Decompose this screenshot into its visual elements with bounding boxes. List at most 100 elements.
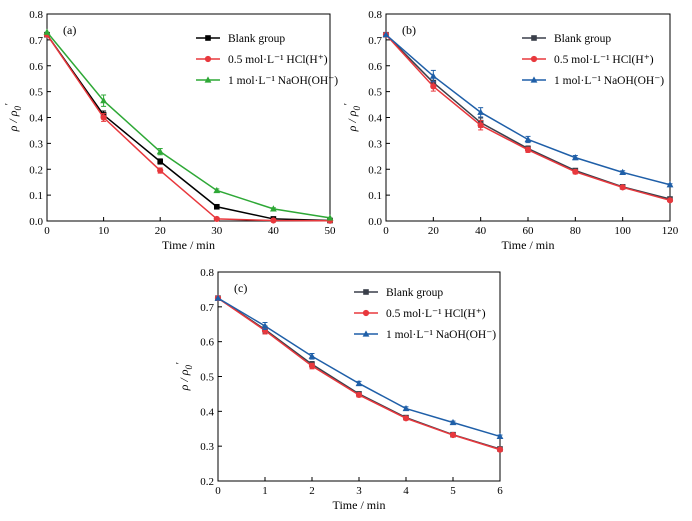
chart-panel-1: 0 10 20 30 40 50 0.0 0.1 0.2 0.3 0.4 0.5 0.6 0.7 0.8 Ti… [3,9,338,252]
legend-entry: 0.5 mol·L⁻¹ HCl(H⁺) [196,54,328,66]
y-axis-title: ρ / ρ0′ [174,362,194,391]
x-tick-label: 2 [309,485,315,497]
data-point [449,431,457,439]
y-tick-label: 0.5 [29,87,43,99]
x-tick-label: 0 [215,485,221,497]
data-point [355,379,363,387]
data-point [214,203,220,210]
legend-marker [363,289,369,295]
legend-label: 0.5 mol·L⁻¹ HCl(H⁺) [554,54,654,66]
y-tick-label: 0.3 [368,138,382,150]
chart-panel-3: 0 1 2 3 4 5 6 0.2 0.3 0.4 0.5 0.6 0.7 0.8 Time / min ρ … [174,267,504,512]
legend-label: Blank group [554,33,611,45]
y-tick-label: 0.4 [200,406,214,418]
y-tick-label: 0.8 [368,9,382,21]
legend-label: Blank group [228,33,285,45]
panel-label: (c) [234,281,247,295]
y-tick-label: 0.5 [368,87,382,99]
legend-marker [531,35,537,41]
panel-label: (a) [63,23,76,37]
y-tick-label: 0.6 [368,61,382,73]
data-point [619,184,626,191]
data-point [43,28,51,35]
data-point [326,214,334,221]
x-tick-label: 50 [325,225,337,237]
data-point [261,327,269,334]
plot-frame [46,13,331,222]
legend-label: 1 mol·L⁻¹ NaOH(OH⁻) [386,329,496,341]
x-tick-label: 4 [403,485,409,497]
data-point [496,432,504,440]
y-tick-label: 0.7 [29,35,43,47]
x-tick-label: 1 [262,485,268,497]
data-point [157,158,163,165]
y-tick-label: 0.6 [200,337,214,349]
x-tick-label: 3 [356,485,362,497]
y-axis-title: ρ / ρ0′ [342,103,362,132]
legend-entry: Blank group [522,33,611,45]
y-tick-label: 0.2 [200,476,214,488]
y-axis-title: ρ / ρ0′ [3,103,23,132]
data-point [157,167,164,174]
legend-entry: 0.5 mol·L⁻¹ HCl(H⁺) [354,308,486,320]
x-tick-label: 40 [475,225,487,237]
data-point [449,418,457,426]
series-2 [43,31,334,224]
legend-entry: 1 mol·L⁻¹ NaOH(OH⁻) [522,75,664,87]
series-2 [382,31,674,204]
series-3 [214,294,504,440]
y-tick-label: 0.1 [368,190,382,202]
y-tick-label: 0.5 [200,372,214,384]
x-tick-label: 120 [662,225,679,237]
data-point [524,135,532,143]
legend-entry: 0.5 mol·L⁻¹ HCl(H⁺) [522,54,654,66]
legend-label: 1 mol·L⁻¹ NaOH(OH⁻) [228,75,338,87]
x-tick-label: 80 [570,225,582,237]
data-point [572,168,579,175]
x-axis-title: Time / min [502,238,555,252]
x-tick-label: 6 [497,485,503,497]
series-3 [43,28,334,221]
legend-marker [530,55,538,63]
data-point [571,154,579,161]
data-point [666,181,674,188]
y-tick-label: 0.4 [29,113,43,125]
data-point [213,215,220,223]
y-tick-label: 0.4 [368,113,382,125]
x-axis-title: Time / min [333,498,386,512]
legend-entry: 1 mol·L⁻¹ NaOH(OH⁻) [196,75,338,87]
data-point [261,322,269,329]
x-tick-label: 20 [155,225,167,237]
x-axis-title: Time / min [162,238,215,252]
data-point [382,31,390,38]
y-tick-label: 0.3 [29,138,43,150]
legend-entry: Blank group [354,287,443,299]
y-tick-label: 0.3 [200,441,214,453]
data-point [214,294,222,301]
data-point [100,97,107,104]
x-tick-label: 10 [98,225,110,237]
data-point [270,217,277,224]
x-tick-label: 60 [523,225,535,237]
x-tick-label: 5 [450,485,456,497]
series-line [46,34,331,222]
data-point [402,404,410,412]
y-tick-label: 0.6 [29,61,43,73]
legend-marker [530,76,538,83]
data-point [100,114,107,121]
data-point [270,205,277,212]
legend-label: 0.5 mol·L⁻¹ HCl(H⁺) [386,308,486,320]
data-point [619,168,627,175]
y-tick-label: 0.7 [200,302,214,314]
data-point [477,122,484,129]
legend-marker [362,309,370,317]
series-line [217,297,501,451]
series-line [217,297,501,450]
x-tick-label: 20 [428,225,440,237]
legend-marker [205,35,211,41]
x-tick-label: 30 [211,225,223,237]
data-point [308,362,316,370]
data-point [666,197,674,204]
data-point [430,83,437,90]
